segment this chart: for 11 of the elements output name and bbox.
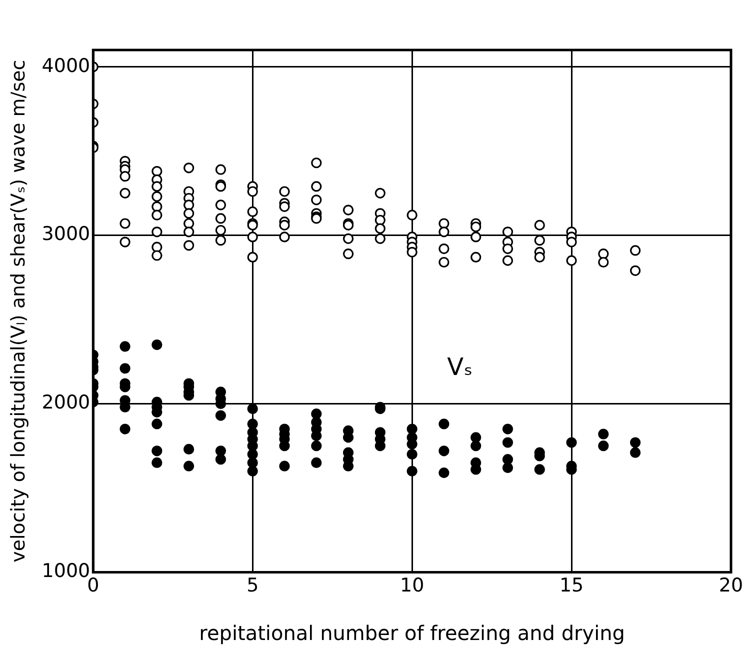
x-tick-label: 0 (87, 574, 100, 597)
annotation: Vₛ (447, 352, 473, 381)
x-axis-title: repitational number of freezing and drying (199, 621, 626, 646)
y-tick-label: 2000 (42, 392, 90, 414)
y-tick-label: 3000 (42, 223, 90, 246)
x-tick-label: 15 (559, 574, 584, 597)
y-tick-label: 4000 (42, 54, 90, 77)
x-tick-label: 20 (718, 574, 744, 597)
x-tick-label: 10 (400, 574, 424, 597)
y-axis-title: velocity of longitudinal(Vₗ) and shear(Vₛ) wave m/sec (7, 60, 30, 562)
x-tick-label: 5 (246, 574, 259, 597)
